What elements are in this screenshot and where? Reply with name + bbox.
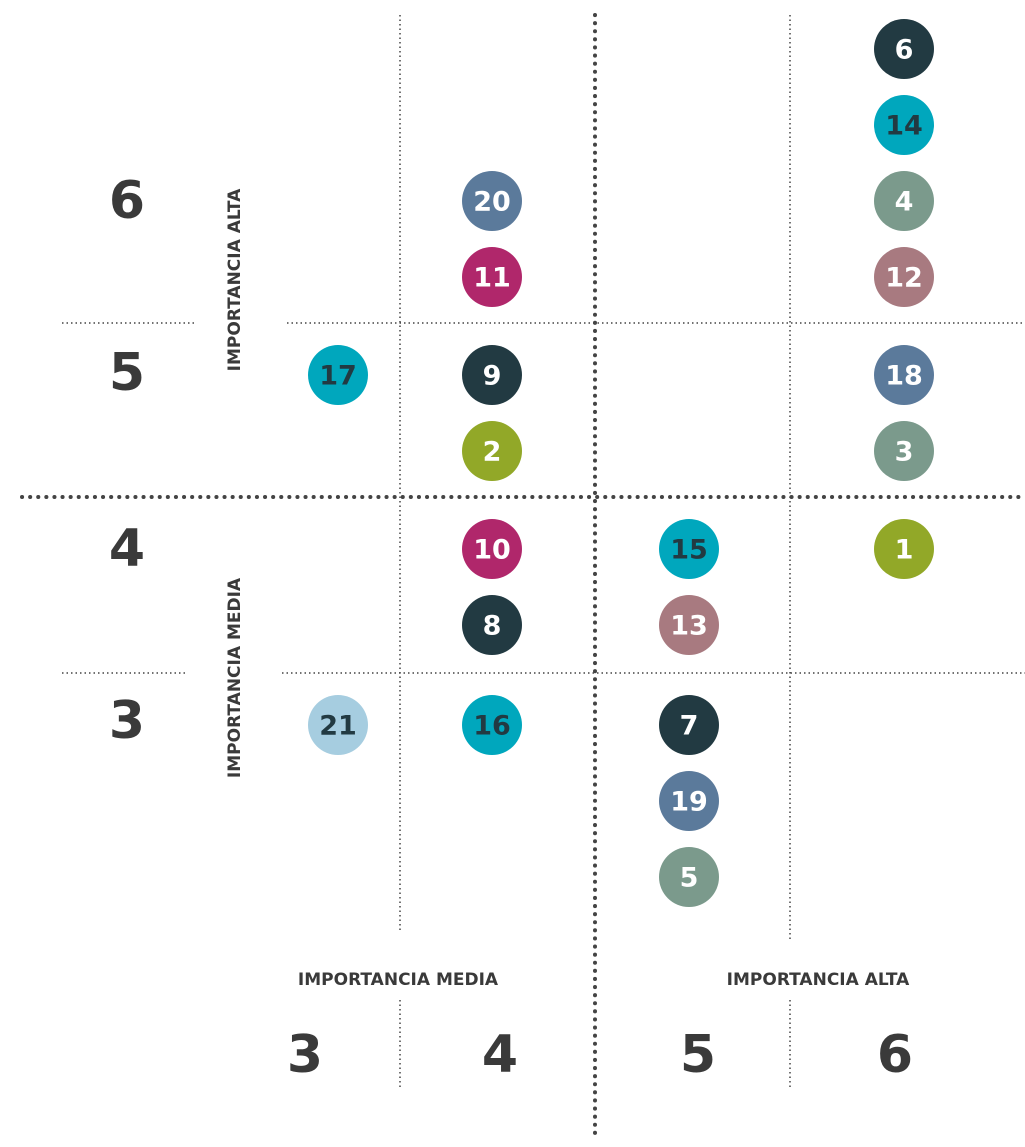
topic-number: 8 — [483, 611, 502, 642]
topic-number: 6 — [895, 35, 914, 66]
topic-number: 19 — [670, 787, 708, 818]
x-score: 5 — [680, 1025, 716, 1085]
topic-number: 14 — [885, 111, 923, 142]
topic-badge — [462, 171, 522, 231]
topic-number: 10 — [473, 535, 511, 566]
topic-badge — [874, 171, 934, 231]
topic-number: 4 — [895, 187, 914, 218]
topic-number: 5 — [680, 863, 699, 894]
x-score: 4 — [482, 1025, 518, 1085]
topic-badge — [874, 95, 934, 155]
y-group-label: IMPORTANCIA MEDIA — [225, 577, 245, 778]
topic-badge — [874, 421, 934, 481]
y-score: 3 — [109, 691, 145, 751]
topic-number: 1 — [895, 535, 914, 566]
topic-badge — [462, 595, 522, 655]
topic-number: 3 — [895, 437, 914, 468]
y-score: 6 — [109, 171, 145, 231]
topic-badge — [659, 695, 719, 755]
topic-badge — [874, 345, 934, 405]
x-score: 6 — [877, 1025, 913, 1085]
topic-badge — [462, 519, 522, 579]
topic-number: 2 — [483, 437, 502, 468]
topic-badge — [659, 519, 719, 579]
topic-number: 12 — [885, 263, 923, 294]
x-group-label: IMPORTANCIA MEDIA — [298, 970, 499, 990]
topic-badge — [659, 595, 719, 655]
topic-number: 11 — [473, 263, 511, 294]
topic-badge — [462, 247, 522, 307]
topic-badge — [659, 847, 719, 907]
x-score: 3 — [287, 1025, 323, 1085]
topic-badge — [308, 695, 368, 755]
topic-badge — [462, 421, 522, 481]
row-divider — [62, 322, 1025, 674]
grid-lines — [20, 13, 1025, 1142]
topic-number: 16 — [473, 711, 511, 742]
topic-number: 13 — [670, 611, 708, 642]
topic-badge — [659, 771, 719, 831]
y-score: 5 — [109, 343, 145, 403]
topic-badge — [874, 519, 934, 579]
topic-number: 20 — [473, 187, 511, 218]
topic-badge — [874, 19, 934, 79]
topic-number: 15 — [670, 535, 708, 566]
y-score: 4 — [109, 519, 145, 579]
topic-number: 7 — [680, 711, 699, 742]
topic-number: 9 — [483, 361, 502, 392]
topic-badge — [874, 247, 934, 307]
topic-number: 21 — [319, 711, 357, 742]
topic-badge — [462, 345, 522, 405]
x-group-label: IMPORTANCIA ALTA — [727, 970, 910, 990]
topic-number: 17 — [319, 361, 357, 392]
y-group-label: IMPORTANCIA ALTA — [225, 188, 245, 371]
topic-badge — [462, 695, 522, 755]
topic-number: 18 — [885, 361, 923, 392]
topic-badge — [308, 345, 368, 405]
